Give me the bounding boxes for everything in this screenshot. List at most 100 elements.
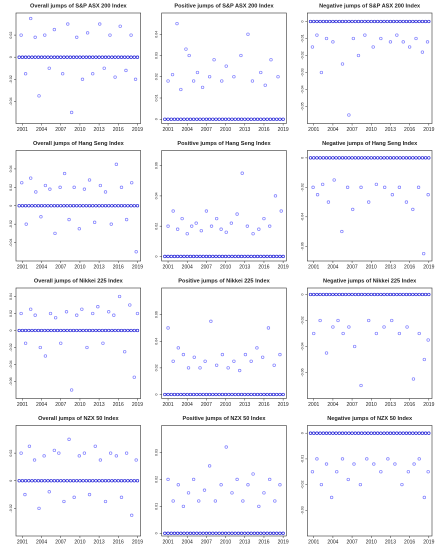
- plot-frame: [307, 287, 433, 399]
- jump-point: [372, 431, 377, 435]
- jump-point: [52, 204, 57, 208]
- jump-point: [118, 24, 122, 28]
- jump-point: [224, 230, 228, 234]
- jump-point: [224, 445, 228, 449]
- x-tick-label: 2007: [55, 127, 66, 133]
- jump-point: [123, 55, 127, 59]
- jump-point: [166, 326, 170, 330]
- jump-point: [422, 357, 426, 362]
- jump-point: [347, 431, 351, 435]
- jump-point: [209, 319, 213, 323]
- jump-point: [230, 531, 234, 535]
- jump-point: [30, 328, 34, 333]
- jump-point: [201, 254, 205, 259]
- jump-point: [188, 531, 193, 535]
- jump-point: [321, 292, 325, 297]
- jump-point: [23, 55, 28, 59]
- jump-point: [119, 495, 124, 499]
- jump-point: [129, 55, 133, 59]
- jump-point: [185, 232, 189, 236]
- jump-point: [275, 531, 279, 535]
- jump-point: [17, 55, 21, 59]
- jump-point: [91, 311, 95, 316]
- jump-point: [273, 194, 278, 198]
- jump-point: [49, 55, 53, 59]
- jump-point: [207, 117, 212, 121]
- jump-point: [129, 479, 133, 483]
- x-tick-label: 2004: [36, 127, 47, 133]
- jump-point: [275, 392, 279, 397]
- jump-point: [259, 117, 263, 121]
- jump-point: [401, 156, 405, 160]
- chart-panel: Overall jumps of Hang Seng Index 2001 2004…: [9, 141, 143, 270]
- jump-point: [17, 204, 21, 208]
- jump-point: [230, 392, 234, 397]
- y-tick-label: -0.01: [300, 455, 304, 463]
- jump-point: [126, 55, 130, 59]
- y-tick-label: -0.02: [9, 504, 13, 512]
- jump-point: [170, 72, 175, 77]
- jump-point: [68, 328, 72, 333]
- jump-point: [80, 77, 85, 81]
- jump-point: [427, 292, 431, 297]
- jump-point: [268, 254, 273, 259]
- jump-point: [207, 464, 212, 468]
- jump-point: [171, 359, 175, 363]
- jump-point: [194, 221, 198, 225]
- chart-title: Positive jumps of S&P ASX 200 Index: [174, 3, 274, 9]
- y-tick-label: -0.04: [300, 342, 304, 350]
- jump-point: [62, 55, 66, 59]
- jump-point: [33, 479, 37, 483]
- jump-point: [220, 352, 225, 357]
- jump-point: [55, 328, 60, 333]
- jump-point: [135, 311, 140, 316]
- jump-point: [33, 35, 37, 39]
- jump-point: [347, 113, 351, 117]
- jump-point: [249, 254, 253, 259]
- jump-point: [252, 254, 257, 259]
- jump-point: [352, 462, 356, 466]
- jump-point: [347, 156, 351, 160]
- jump-point: [27, 55, 31, 59]
- jump-point: [43, 479, 47, 483]
- jump-point: [414, 292, 418, 297]
- jump-point: [262, 392, 266, 397]
- jump-point: [310, 45, 315, 49]
- jump-point: [249, 531, 253, 535]
- jump-point: [369, 292, 373, 297]
- jump-point: [217, 254, 221, 259]
- jump-point: [423, 292, 428, 297]
- jump-point: [110, 55, 114, 59]
- jump-point: [318, 318, 322, 323]
- jump-point: [213, 499, 218, 503]
- x-tick-label: 2016: [258, 127, 269, 133]
- jump-point: [426, 338, 430, 342]
- jump-point: [350, 19, 354, 24]
- x-tick-label: 2001: [308, 127, 319, 133]
- jump-point: [43, 354, 48, 358]
- jump-point: [19, 311, 23, 316]
- chart-title: Negative jumps of Hang Seng Index: [322, 141, 418, 147]
- jump-point: [23, 328, 28, 333]
- jump-point: [340, 292, 345, 297]
- jump-point: [411, 377, 416, 381]
- jump-point: [223, 531, 228, 535]
- jump-point: [347, 19, 351, 24]
- y-tick-label: -0.04: [9, 238, 13, 246]
- jump-point: [78, 479, 82, 483]
- jump-point: [30, 55, 34, 59]
- jump-point: [195, 254, 199, 259]
- jump-point: [414, 36, 418, 41]
- plot-frame: [161, 425, 287, 537]
- jump-point: [119, 479, 124, 483]
- jump-point: [81, 328, 85, 333]
- jump-point: [262, 254, 266, 259]
- jump-point: [329, 495, 334, 500]
- plot-frame: [161, 287, 287, 399]
- jump-point: [340, 19, 345, 24]
- jump-point: [423, 156, 428, 160]
- y-tick-label: -0.02: [9, 220, 13, 228]
- jump-point: [311, 185, 315, 189]
- jump-point: [100, 204, 104, 208]
- jump-point: [243, 531, 247, 535]
